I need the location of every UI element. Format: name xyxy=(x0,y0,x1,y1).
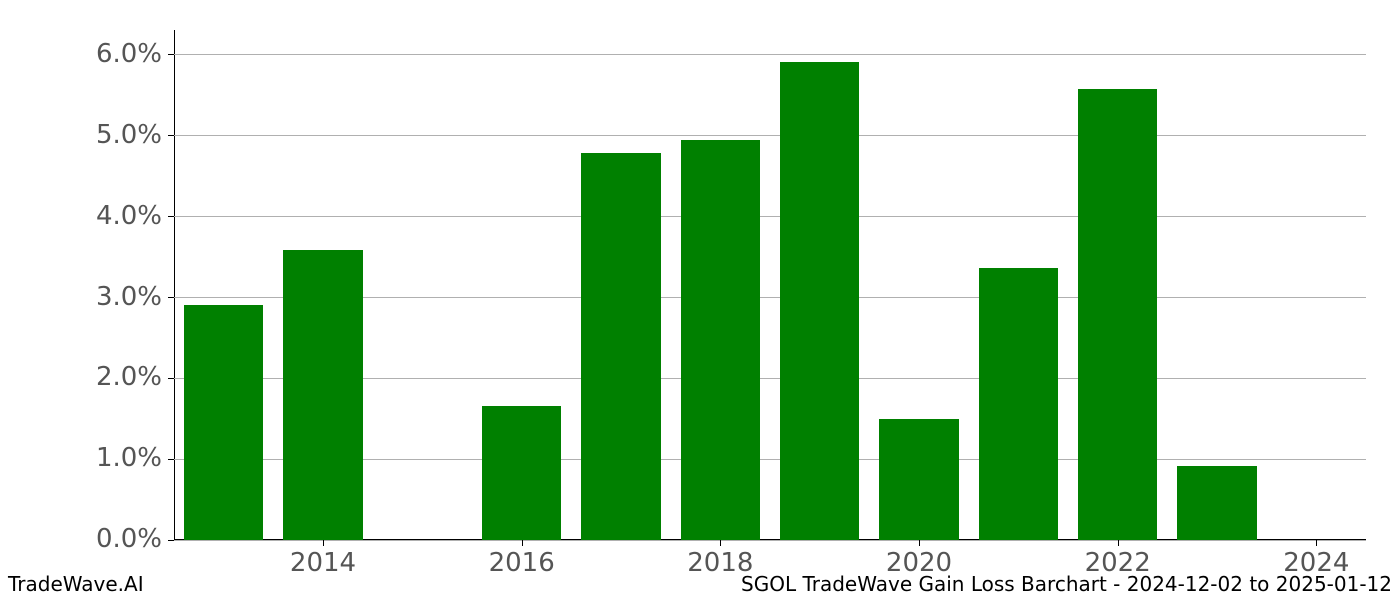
x-tick-mark xyxy=(720,540,721,546)
x-tick-mark xyxy=(522,540,523,546)
y-tick-mark xyxy=(168,54,174,55)
bar xyxy=(581,153,660,540)
bar xyxy=(1078,89,1157,540)
bar xyxy=(879,419,958,540)
x-tick-mark xyxy=(1118,540,1119,546)
x-tick-mark xyxy=(919,540,920,546)
y-gridline xyxy=(174,216,1366,217)
y-tick-label: 3.0% xyxy=(96,282,162,312)
y-tick-mark xyxy=(168,135,174,136)
y-tick-mark xyxy=(168,459,174,460)
bar xyxy=(780,62,859,540)
bar xyxy=(283,250,362,540)
y-tick-mark xyxy=(168,540,174,541)
bar xyxy=(1177,466,1256,540)
x-tick-label: 2014 xyxy=(283,548,363,578)
y-tick-label: 1.0% xyxy=(96,443,162,473)
y-tick-mark xyxy=(168,378,174,379)
x-tick-mark xyxy=(323,540,324,546)
footer-caption: SGOL TradeWave Gain Loss Barchart - 2024… xyxy=(741,572,1392,600)
y-tick-mark xyxy=(168,216,174,217)
y-tick-label: 5.0% xyxy=(96,120,162,150)
y-gridline xyxy=(174,54,1366,55)
bar xyxy=(681,140,760,540)
y-gridline xyxy=(174,135,1366,136)
bar xyxy=(979,268,1058,540)
bar xyxy=(482,406,561,540)
y-tick-mark xyxy=(168,297,174,298)
plot-area: 0.0%1.0%2.0%3.0%4.0%5.0%6.0%201420162018… xyxy=(174,30,1366,540)
bar xyxy=(184,305,263,540)
chart-figure: 0.0%1.0%2.0%3.0%4.0%5.0%6.0%201420162018… xyxy=(0,0,1400,600)
footer-brand: TradeWave.AI xyxy=(8,572,144,600)
y-axis-spine xyxy=(174,30,175,540)
y-tick-label: 6.0% xyxy=(96,39,162,69)
y-gridline xyxy=(174,540,1366,541)
y-tick-label: 4.0% xyxy=(96,201,162,231)
y-tick-label: 2.0% xyxy=(96,362,162,392)
x-tick-mark xyxy=(1316,540,1317,546)
x-tick-label: 2016 xyxy=(482,548,562,578)
y-tick-label: 0.0% xyxy=(96,524,162,554)
